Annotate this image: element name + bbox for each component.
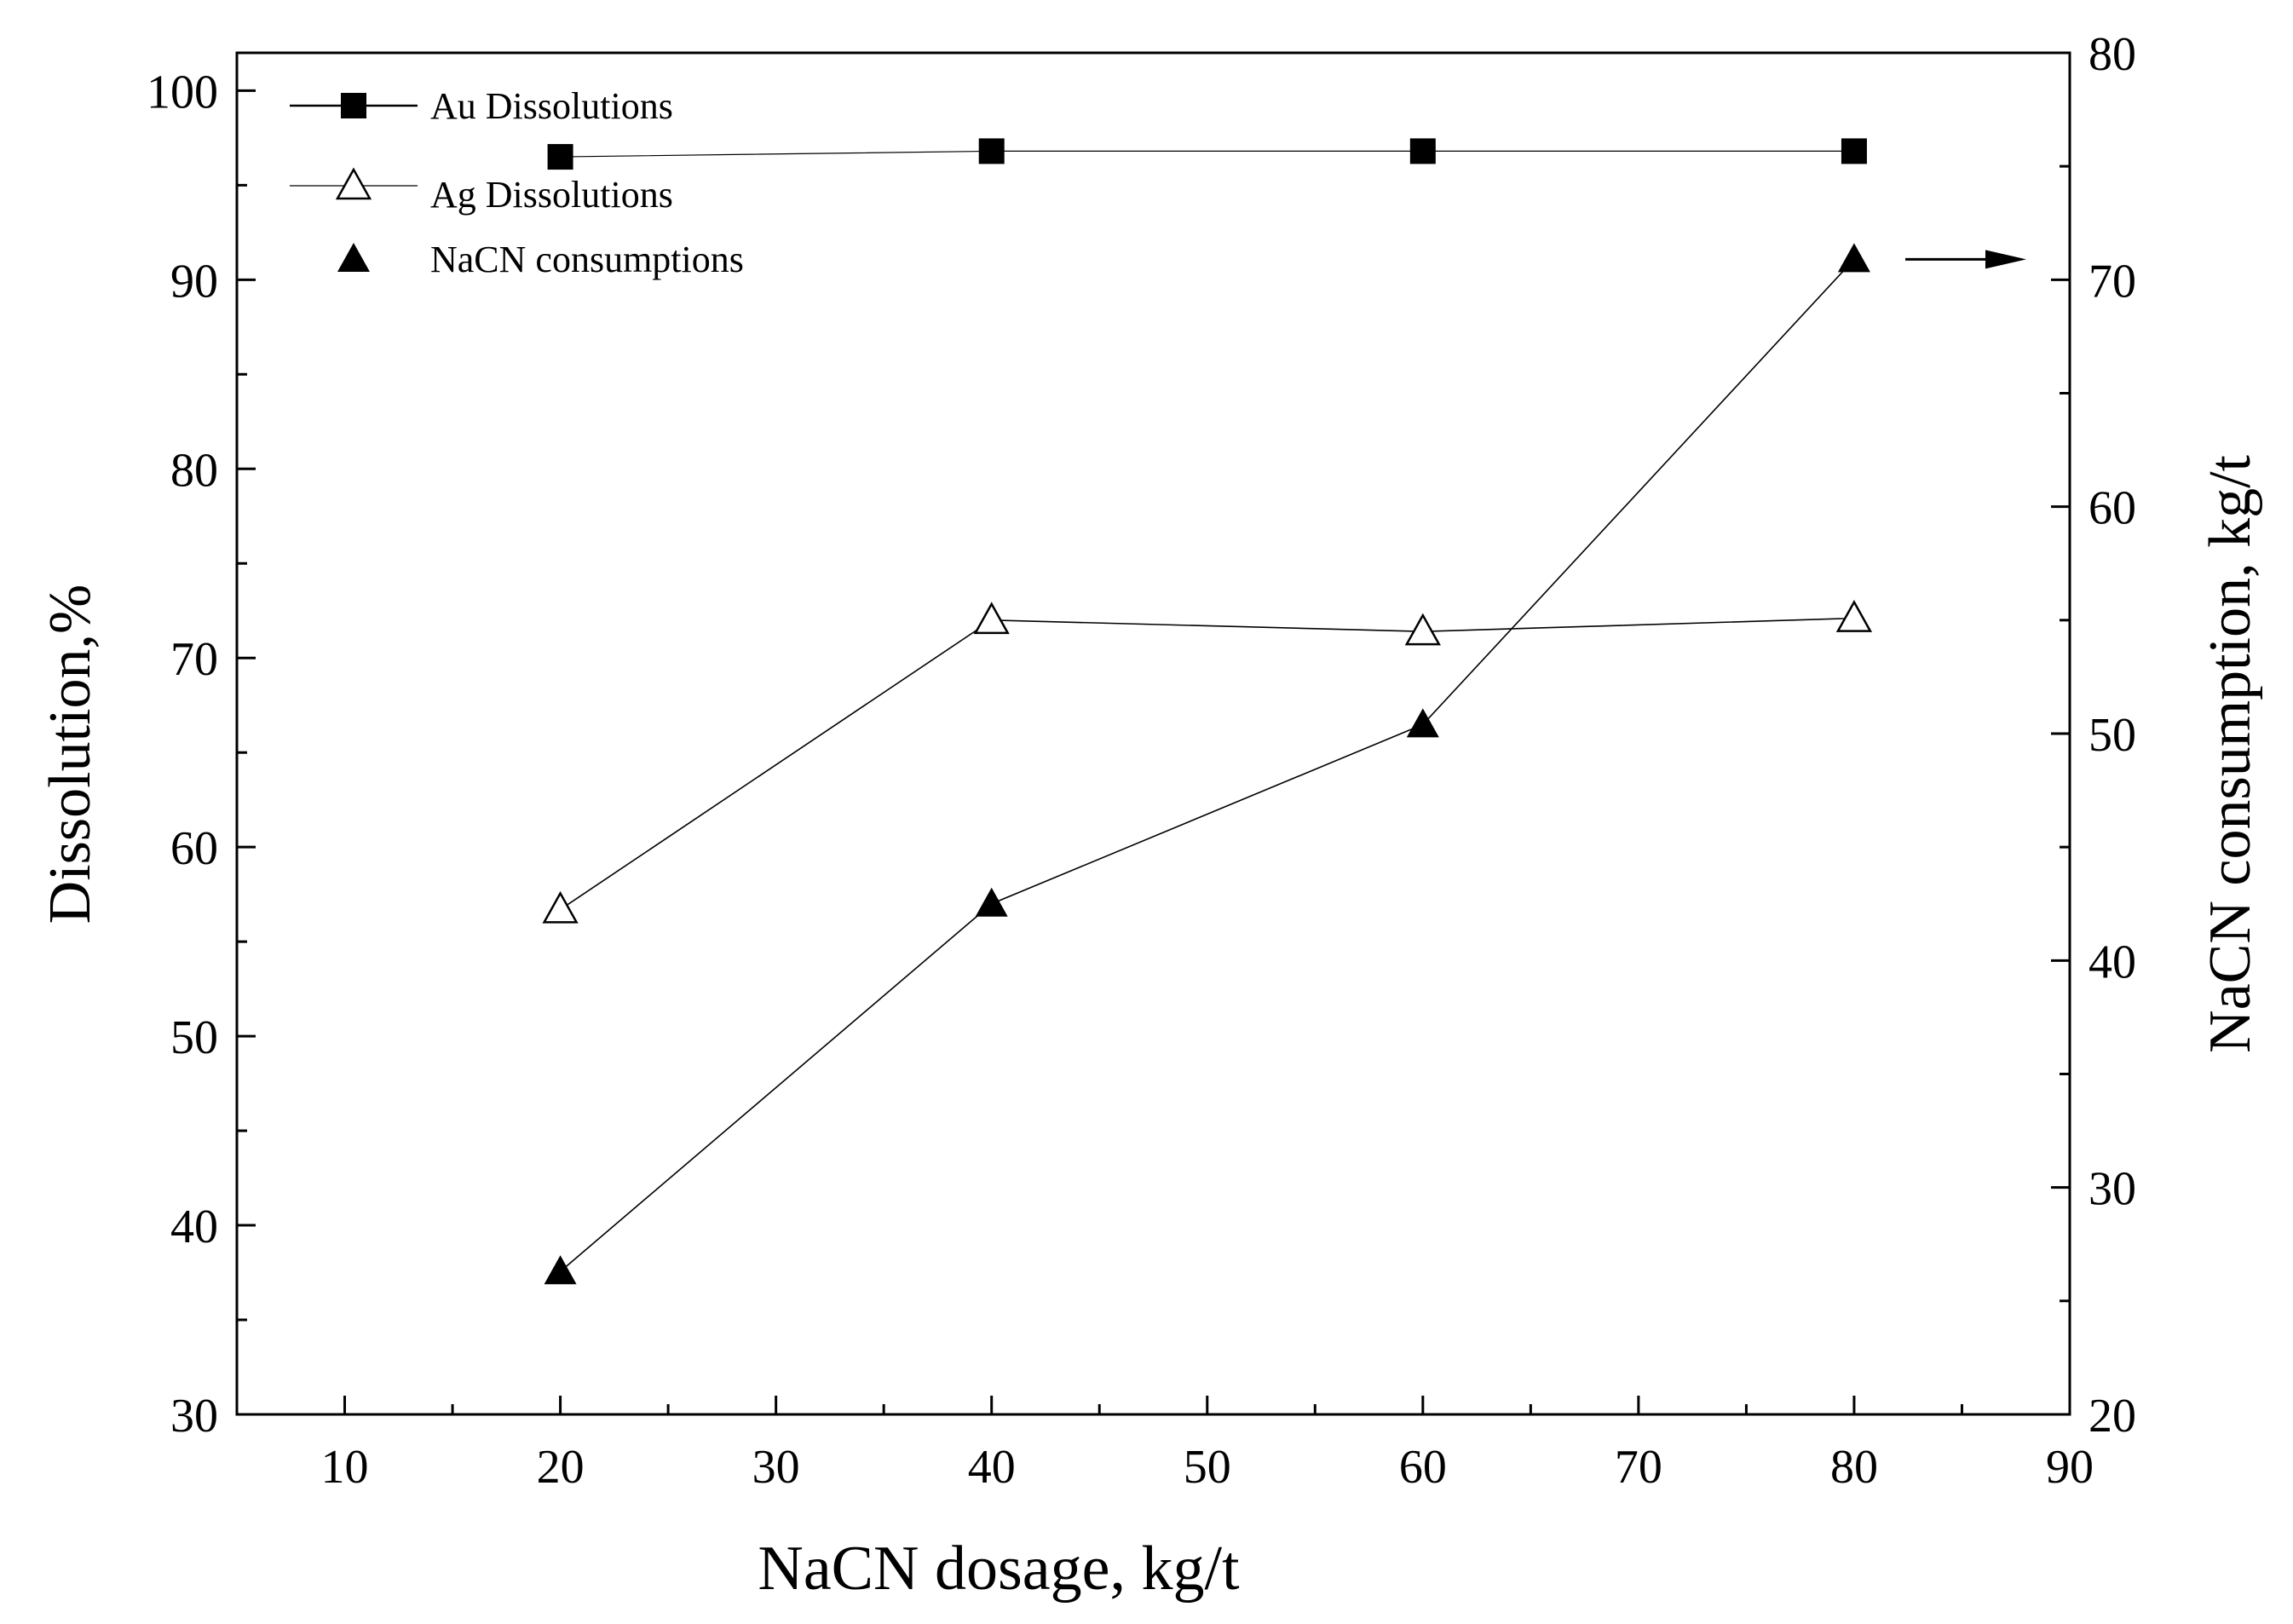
legend-item-au-dissolutions: Au Dissolutions [290,85,673,127]
series-layer [542,138,1873,1285]
data-point-nacn-consumptions [544,1255,577,1285]
legend-marker [337,243,370,272]
series-line-au-dissolutions [560,150,1854,158]
left-y-axis-label: Dissolution,% [37,585,103,924]
right-y-axis-label: NaCN consumption, kg/t [2198,454,2263,1052]
series-ag-dissolutions [542,600,1873,924]
series-au-dissolutions [547,138,1867,170]
data-point-au-dissolutions [547,144,573,170]
data-point-ag-dissolutions [542,890,579,924]
x-tick-label: 80 [1830,1441,1878,1494]
data-point-au-dissolutions [1409,138,1436,164]
x-axis: 10 20 30 40 50 60 70 80 90 [235,1396,2094,1494]
y2-tick-label: 20 [2088,1390,2136,1443]
data-point-ag-dissolutions [1835,600,1873,632]
y-tick-label: 60 [170,822,218,875]
legend-marker [341,93,366,118]
right-y-axis: 20 30 40 50 60 70 80 [2051,28,2136,1443]
x-tick-label: 90 [2046,1441,2094,1494]
y2-tick-label: 80 [2088,28,2136,81]
series-nacn-consumptions [544,243,1870,1285]
x-tick-label: 70 [1615,1441,1662,1494]
series-line-nacn-consumptions [560,258,1855,1272]
left-y-axis: 30 40 50 60 70 80 90 100 [147,66,256,1443]
legend-marker [335,167,372,200]
y-tick-label: 90 [170,255,218,308]
y-tick-label: 50 [170,1011,218,1064]
y2-tick-label: 40 [2088,936,2136,988]
x-tick-label: 30 [752,1441,800,1494]
data-point-ag-dissolutions [973,602,1010,635]
x-tick-label: 20 [537,1441,585,1494]
x-axis-label: NaCN dosage, kg/t [758,1534,1240,1604]
arrow-head [1985,250,2026,269]
y-tick-label: 80 [170,444,218,497]
legend-item-nacn-consumptions: NaCN consumptions [337,239,744,280]
legend-label: Au Dissolutions [430,85,673,127]
legend-label: NaCN consumptions [430,239,744,280]
series-line-ag-dissolutions [560,617,1854,911]
data-point-ag-dissolutions [1404,613,1441,646]
x-tick-label: 10 [321,1441,369,1494]
y-tick-label: 30 [170,1390,218,1443]
x-tick-label: 40 [968,1441,1016,1494]
x-tick-label: 50 [1184,1441,1231,1494]
y2-tick-label: 60 [2088,482,2136,535]
y-tick-label: 70 [170,633,218,686]
legend: Au Dissolutions Ag Dissolutions NaCN consu… [290,85,744,280]
data-point-nacn-consumptions [975,887,1008,917]
data-point-au-dissolutions [1841,138,1867,164]
data-point-nacn-consumptions [1406,708,1439,738]
data-point-nacn-consumptions [1837,243,1870,273]
y-tick-label: 40 [170,1201,218,1253]
y2-tick-label: 70 [2088,255,2136,308]
y-tick-label: 100 [147,66,218,118]
y2-tick-label: 30 [2088,1163,2136,1216]
x-tick-label: 60 [1399,1441,1447,1494]
data-point-au-dissolutions [978,138,1005,164]
annotation-arrow [1905,250,2026,269]
y2-tick-label: 50 [2088,709,2136,762]
legend-item-ag-dissolutions: Ag Dissolutions [290,167,673,216]
legend-label: Ag Dissolutions [430,174,673,216]
